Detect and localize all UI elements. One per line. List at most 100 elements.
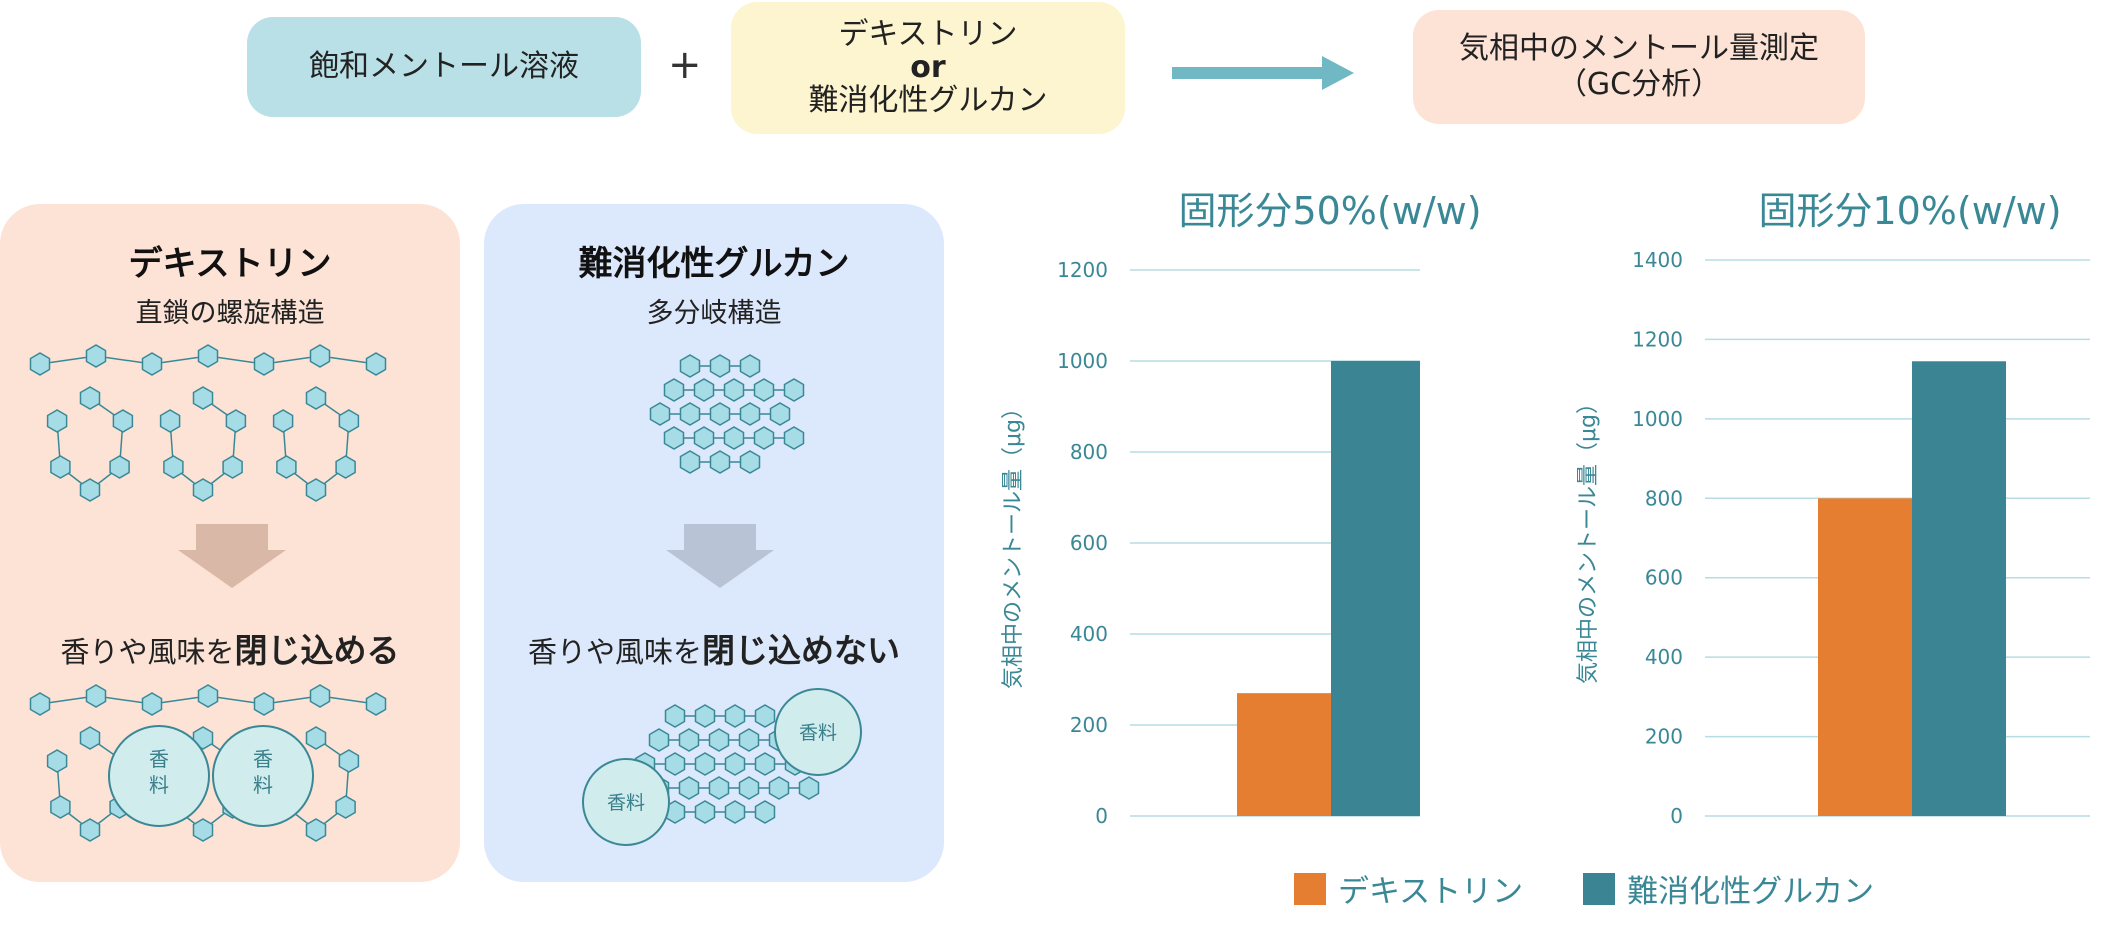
measurement-line-1: 気相中のメントール量測定 (1459, 31, 1819, 66)
glucose-unit-icon (709, 354, 731, 378)
chart1-ytick-label: 1200 (1057, 258, 1108, 282)
bubble4-label: 香料 (607, 792, 645, 814)
glucose-unit-icon (753, 378, 775, 402)
additive-line-3: 難消化性グルカン (808, 83, 1048, 118)
glucose-unit-icon (769, 402, 791, 426)
chart2-plot: 0 200 400 600 800 1000 1200 1400 気相中のメントール量（μg） (1576, 248, 2090, 828)
glucose-unit-icon (46, 409, 68, 433)
glucose-unit-icon (309, 344, 331, 368)
plus-sign: + (668, 42, 702, 88)
glucose-unit-icon (225, 409, 247, 433)
bubble1-char-1: 香 (149, 747, 169, 771)
dextrin-helix-top (29, 344, 387, 376)
glucose-unit-icon (141, 352, 163, 376)
glucose-unit-icon (723, 426, 745, 450)
dextrin-helix-bottom (29, 684, 387, 716)
glucose-unit-icon (693, 378, 715, 402)
glucose-unit-icon (709, 402, 731, 426)
glucose-unit-icon (754, 704, 776, 728)
glucose-unit-icon (753, 426, 775, 450)
glucose-unit-icon (724, 800, 746, 824)
glucose-unit-icon (112, 409, 134, 433)
glucose-unit-icon (365, 692, 387, 716)
dextrin-panel: デキストリン 直鎖の螺旋構造 香りや風味を閉じ込める 香 料 香 料 (0, 204, 460, 882)
legend-swatch-dextrin (1294, 872, 1326, 905)
legend-label-dextrin: デキストリン (1338, 874, 1524, 910)
glucose-unit-icon (192, 478, 214, 502)
glucose-unit-icon (159, 409, 181, 433)
chart1-bar-glucan (1331, 361, 1420, 816)
glucose-unit-icon (709, 450, 731, 474)
chart1-ytick-label: 600 (1070, 531, 1108, 555)
glucose-unit-icon (335, 455, 356, 479)
dextrin-result-bold: 閉じ込める (234, 631, 400, 670)
glucan-structure-diagram (634, 354, 820, 824)
glucan-result: 香りや風味を閉じ込めない (484, 624, 944, 672)
measurement-line-2: （GC分析） (1556, 67, 1722, 102)
dextrin-result: 香りや風味を閉じ込める (0, 624, 460, 672)
chart2-ytick-label: 400 (1645, 645, 1683, 669)
glucose-unit-icon (79, 386, 101, 410)
measurement-box: 気相中のメントール量測定 （GC分析） (1413, 10, 1865, 124)
glucose-unit-icon (79, 478, 101, 502)
dextrin-helix-top-loop-1 (159, 386, 247, 502)
glucose-unit-icon (679, 402, 701, 426)
bubble1-char-2: 料 (149, 773, 169, 797)
glucose-unit-icon (365, 352, 387, 376)
flow-arrow-icon (1172, 56, 1354, 90)
glucose-unit-icon (305, 386, 327, 410)
chart2-bar-dextrin (1818, 498, 1912, 816)
glucose-unit-icon (197, 684, 219, 708)
glucose-unit-icon (694, 704, 716, 728)
dextrin-title: デキストリン (128, 244, 332, 284)
glucan-title: 難消化性グルカン (578, 244, 850, 284)
legend-swatch-glucan (1583, 872, 1616, 905)
glucose-unit-icon (29, 352, 51, 376)
bubble3-label: 香料 (799, 722, 837, 744)
glucose-unit-icon (305, 818, 327, 842)
glucan-panel: 難消化性グルカン 多分岐構造 香りや風味を閉じ込めない 香料 香料 (484, 204, 944, 882)
glucose-unit-icon (338, 409, 360, 433)
glucose-unit-icon (708, 728, 730, 752)
chart2-bar-glucan (1912, 361, 2006, 816)
glucose-unit-icon (679, 450, 701, 474)
additive-box: デキストリン or 難消化性グルカン (731, 2, 1125, 134)
glucose-unit-icon (693, 426, 715, 450)
glucose-unit-icon (253, 352, 275, 376)
glucose-unit-icon (276, 455, 297, 479)
glucose-unit-icon (678, 728, 700, 752)
glucose-unit-icon (79, 726, 101, 750)
glucose-unit-icon (739, 402, 761, 426)
glucose-unit-icon (141, 692, 163, 716)
glucose-unit-icon (768, 776, 790, 800)
glucose-unit-icon (79, 818, 101, 842)
glucose-unit-icon (663, 426, 685, 450)
sample-box: 飽和メントール溶液 (247, 17, 641, 117)
glucose-unit-icon (739, 354, 761, 378)
glucose-unit-icon (29, 692, 51, 716)
glucose-unit-icon (724, 704, 746, 728)
glucose-unit-icon (724, 752, 746, 776)
glucose-unit-icon (305, 478, 327, 502)
glucose-unit-icon (109, 455, 130, 479)
chart1-ytick-label: 1000 (1057, 349, 1108, 373)
chart2-ytick-label: 600 (1645, 566, 1683, 590)
glucose-unit-icon (783, 426, 805, 450)
glucose-unit-icon (738, 776, 760, 800)
glucose-unit-icon (754, 800, 776, 824)
flavor-bubble-1: 香 料 (108, 725, 210, 827)
glucose-unit-icon (694, 800, 716, 824)
flavor-bubble-3: 香料 (774, 688, 862, 776)
glucose-unit-icon (222, 455, 243, 479)
glucose-unit-icon (85, 344, 107, 368)
glucose-unit-icon (798, 776, 820, 800)
glucose-unit-icon (679, 354, 701, 378)
glucose-unit-icon (738, 728, 760, 752)
glucose-unit-icon (192, 818, 214, 842)
dextrin-helix-top-loop-2 (272, 386, 360, 502)
chart1-ytick-label: 200 (1070, 713, 1108, 737)
chart1-plot: 0 200 400 600 800 1000 1200 気相中のメントール量（μg） (1001, 258, 1420, 828)
chart1-ytick-label: 400 (1070, 622, 1108, 646)
glucan-result-bold: 閉じ込めない (702, 631, 900, 670)
glucose-unit-icon (694, 752, 716, 776)
